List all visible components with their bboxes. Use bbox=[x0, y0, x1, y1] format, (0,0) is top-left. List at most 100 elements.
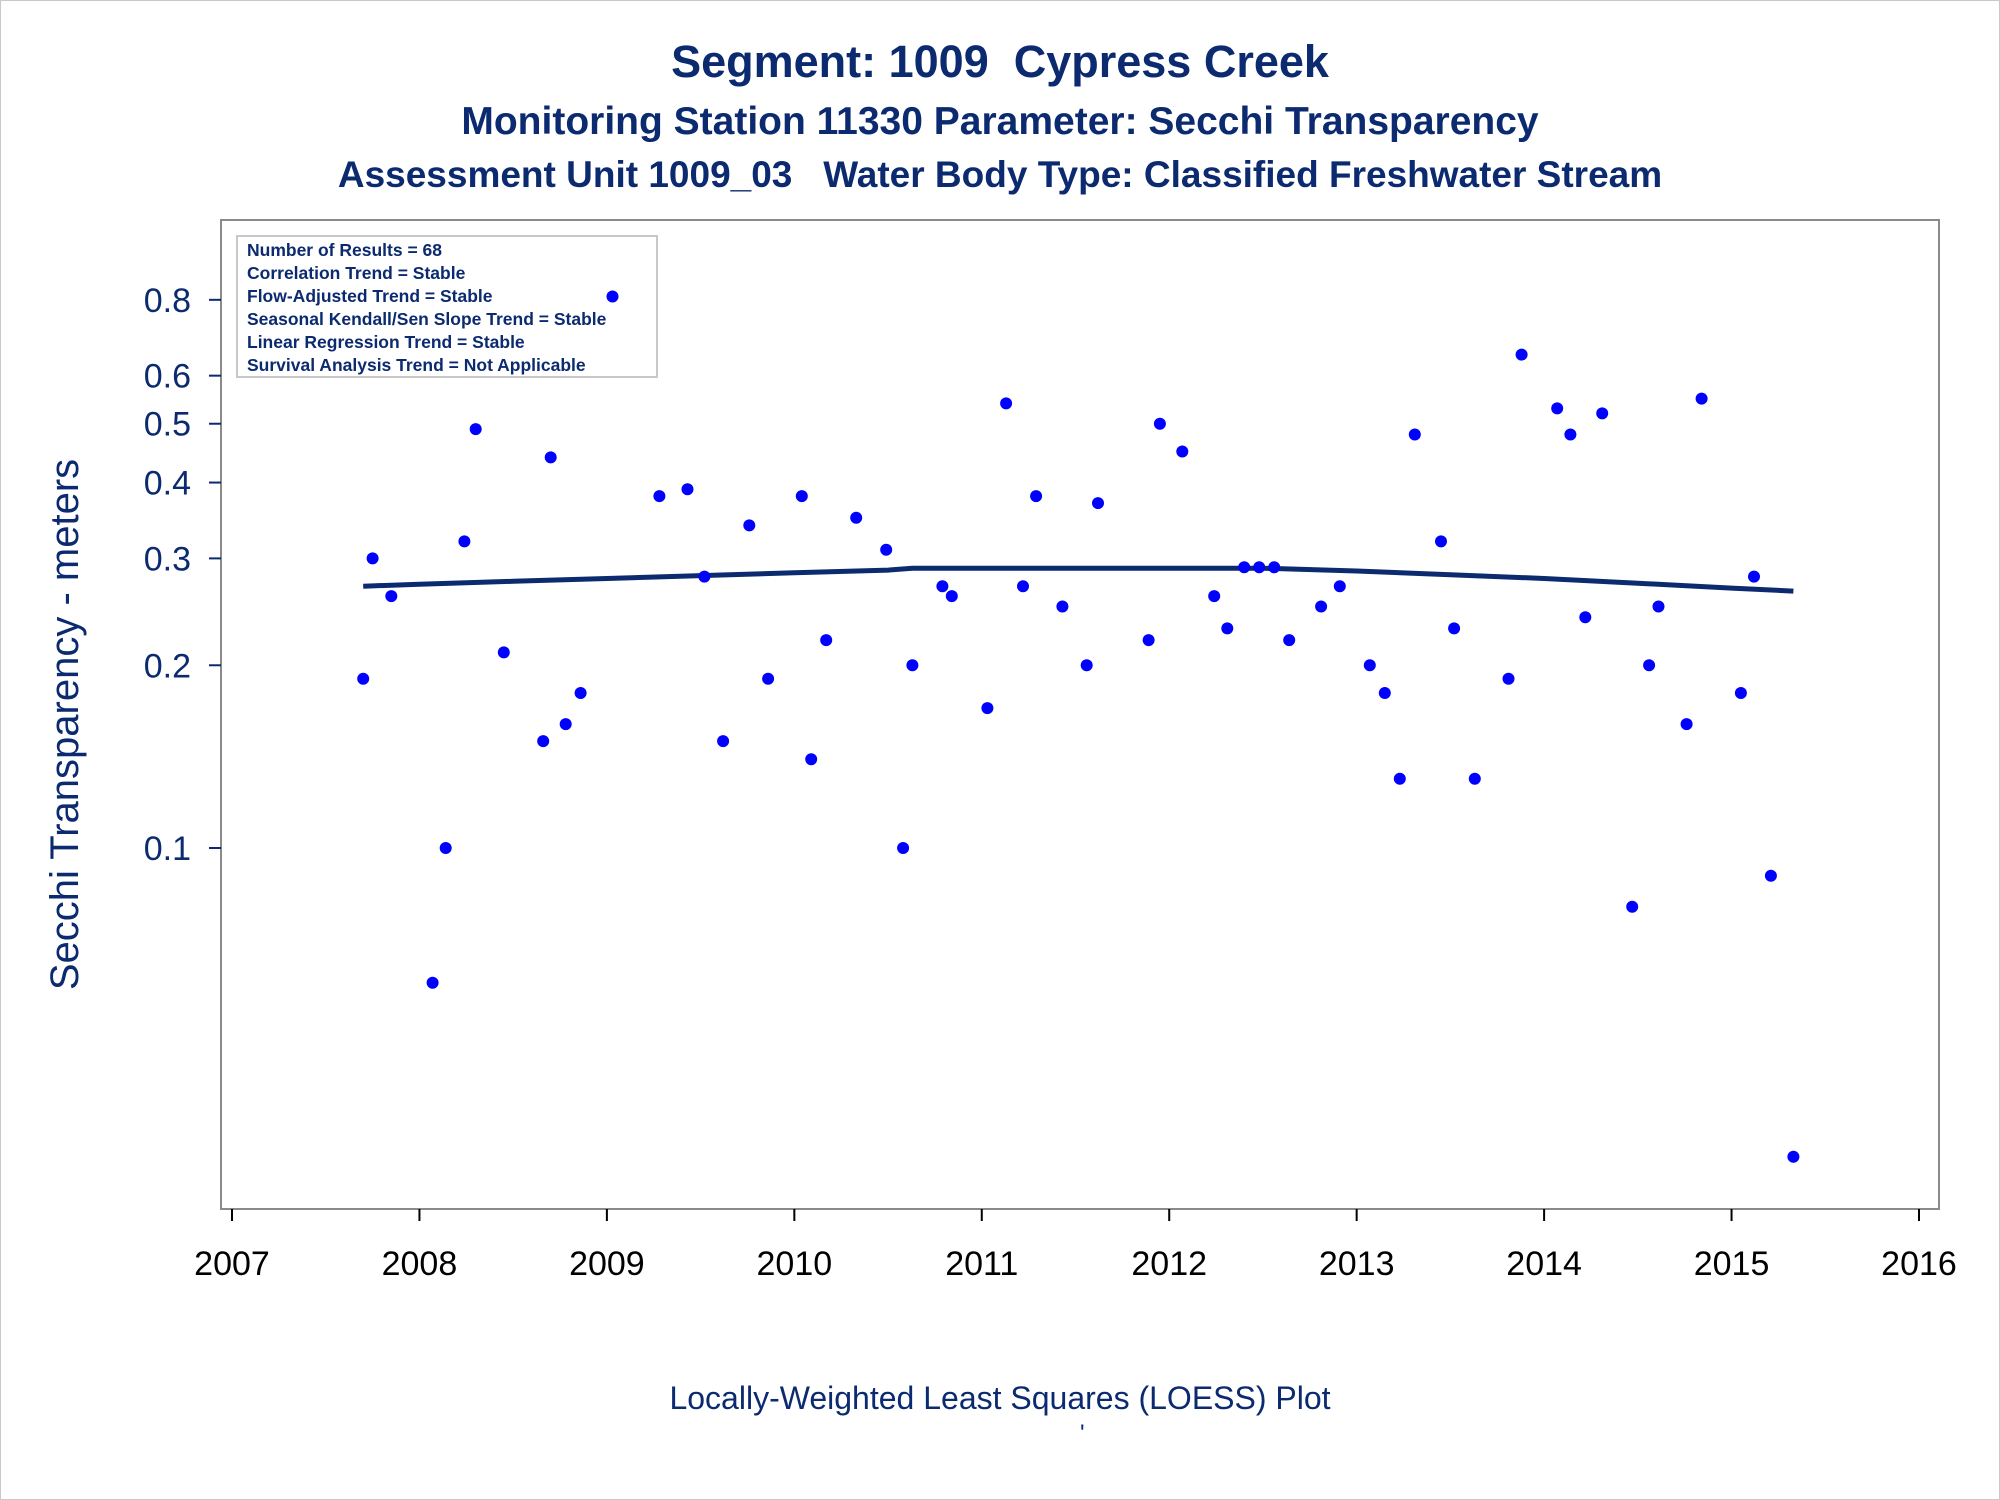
data-point bbox=[1515, 348, 1528, 361]
data-point bbox=[1142, 634, 1155, 647]
data-point bbox=[1626, 900, 1639, 913]
data-points bbox=[357, 290, 1800, 1163]
data-point bbox=[897, 842, 910, 854]
x-tick-label-2009: 2009 bbox=[569, 1245, 645, 1283]
data-point bbox=[1030, 490, 1043, 503]
x-tick-label-2016: 2016 bbox=[1881, 1245, 1957, 1283]
data-point bbox=[1579, 611, 1592, 624]
data-point bbox=[1253, 561, 1266, 574]
data-point bbox=[945, 590, 958, 603]
stats-line: Correlation Trend = Stable bbox=[247, 263, 466, 283]
data-point bbox=[1787, 1150, 1800, 1163]
x-axis: 2007 2008 2009 2010 2011 2012 2013 2014 2015 2016 bbox=[194, 1209, 1957, 1283]
chart-title: Segment: 1009 Cypress Creek bbox=[671, 36, 1329, 87]
stats-line: Number of Results = 68 bbox=[247, 240, 442, 260]
data-point bbox=[366, 552, 379, 565]
data-point bbox=[1764, 869, 1777, 882]
data-point bbox=[574, 687, 587, 699]
data-point bbox=[1056, 600, 1069, 613]
x-tick-label-2010: 2010 bbox=[757, 1245, 833, 1283]
data-point bbox=[681, 483, 694, 496]
data-point bbox=[762, 672, 775, 685]
data-point bbox=[1734, 687, 1747, 699]
plot-area bbox=[220, 219, 1940, 1210]
data-point bbox=[458, 535, 471, 548]
x-tick-label-2014: 2014 bbox=[1506, 1245, 1582, 1283]
data-point bbox=[439, 842, 452, 854]
y-tick-label-0.6: 0.6 bbox=[144, 358, 191, 396]
y-tick-label-0.4: 0.4 bbox=[144, 465, 191, 503]
data-point bbox=[1564, 428, 1577, 441]
data-point bbox=[717, 735, 730, 748]
data-point bbox=[426, 976, 439, 989]
data-point bbox=[1695, 392, 1708, 405]
data-point bbox=[1680, 718, 1693, 731]
data-point bbox=[1468, 772, 1481, 785]
data-point bbox=[1092, 497, 1104, 510]
data-point bbox=[537, 735, 550, 748]
stats-line: Linear Regression Trend = Stable bbox=[247, 332, 525, 352]
data-point bbox=[1000, 397, 1013, 410]
y-tick-label-0.2: 0.2 bbox=[144, 647, 191, 685]
y-tick-label-0.3: 0.3 bbox=[144, 540, 191, 578]
data-point bbox=[1408, 428, 1421, 441]
stats-line: Flow-Adjusted Trend = Stable bbox=[247, 286, 493, 306]
y-tick-label-0.1: 0.1 bbox=[144, 830, 191, 868]
footer-caption: Locally-Weighted Least Squares (LOESS) P… bbox=[669, 1380, 1331, 1416]
data-point bbox=[795, 490, 808, 503]
data-point bbox=[981, 702, 994, 715]
chart-subtitle-2: Assessment Unit 1009_03 Water Body Type:… bbox=[337, 154, 1663, 195]
data-point bbox=[497, 646, 510, 659]
stats-line: Seasonal Kendall/Sen Slope Trend = Stabl… bbox=[247, 309, 607, 329]
stats-box-border bbox=[236, 235, 658, 378]
x-tick-label-2011: 2011 bbox=[945, 1245, 1018, 1283]
data-point bbox=[1448, 622, 1461, 635]
data-point bbox=[1333, 580, 1346, 593]
x-tick-label-2013: 2013 bbox=[1319, 1245, 1395, 1283]
x-tick-label-2012: 2012 bbox=[1131, 1245, 1207, 1283]
data-point bbox=[1363, 659, 1376, 672]
data-point bbox=[1748, 570, 1760, 583]
chart-subtitle: Monitoring Station 11330 Parameter: Secc… bbox=[461, 100, 1539, 143]
data-point bbox=[1176, 445, 1189, 458]
data-point bbox=[653, 490, 666, 503]
data-point bbox=[936, 580, 949, 593]
data-point bbox=[880, 543, 893, 556]
footer-mark: ' bbox=[1080, 1420, 1085, 1447]
data-point bbox=[1221, 622, 1234, 635]
y-tick-label-0.5: 0.5 bbox=[144, 406, 191, 444]
data-point bbox=[698, 570, 711, 583]
data-point bbox=[1238, 561, 1251, 574]
data-point bbox=[1153, 417, 1166, 430]
y-axis-label: Secchi Transparency - meters bbox=[43, 459, 87, 990]
data-point bbox=[544, 451, 557, 464]
data-point bbox=[606, 290, 619, 303]
data-point bbox=[1315, 600, 1328, 613]
stats-line: Survival Analysis Trend = Not Applicable bbox=[247, 355, 586, 375]
data-point bbox=[1435, 535, 1447, 548]
data-point bbox=[820, 634, 833, 647]
data-point bbox=[743, 519, 756, 532]
x-tick-label-2015: 2015 bbox=[1694, 1245, 1770, 1283]
data-point bbox=[805, 753, 818, 766]
data-point bbox=[1378, 687, 1391, 699]
y-tick-label-0.8: 0.8 bbox=[144, 282, 191, 320]
data-point bbox=[385, 590, 398, 603]
data-point bbox=[1283, 634, 1296, 647]
loess-line bbox=[363, 565, 1794, 594]
data-point bbox=[1268, 561, 1281, 574]
data-point bbox=[1551, 402, 1564, 415]
data-point bbox=[357, 672, 370, 685]
data-point bbox=[1643, 659, 1656, 672]
data-point bbox=[1208, 590, 1221, 603]
data-point bbox=[850, 511, 863, 524]
x-tick-label-2007: 2007 bbox=[194, 1245, 270, 1283]
data-point bbox=[469, 423, 482, 436]
y-axis: 0.1 0.2 0.3 0.4 0.5 0.6 0.8 bbox=[144, 282, 221, 868]
data-point bbox=[1080, 659, 1093, 672]
data-point bbox=[1652, 600, 1665, 613]
data-point bbox=[1017, 580, 1029, 593]
stats-box: Number of Results = 68 Correlation Trend … bbox=[236, 235, 658, 378]
data-point bbox=[1502, 672, 1515, 685]
x-tick-label-2008: 2008 bbox=[382, 1245, 458, 1283]
